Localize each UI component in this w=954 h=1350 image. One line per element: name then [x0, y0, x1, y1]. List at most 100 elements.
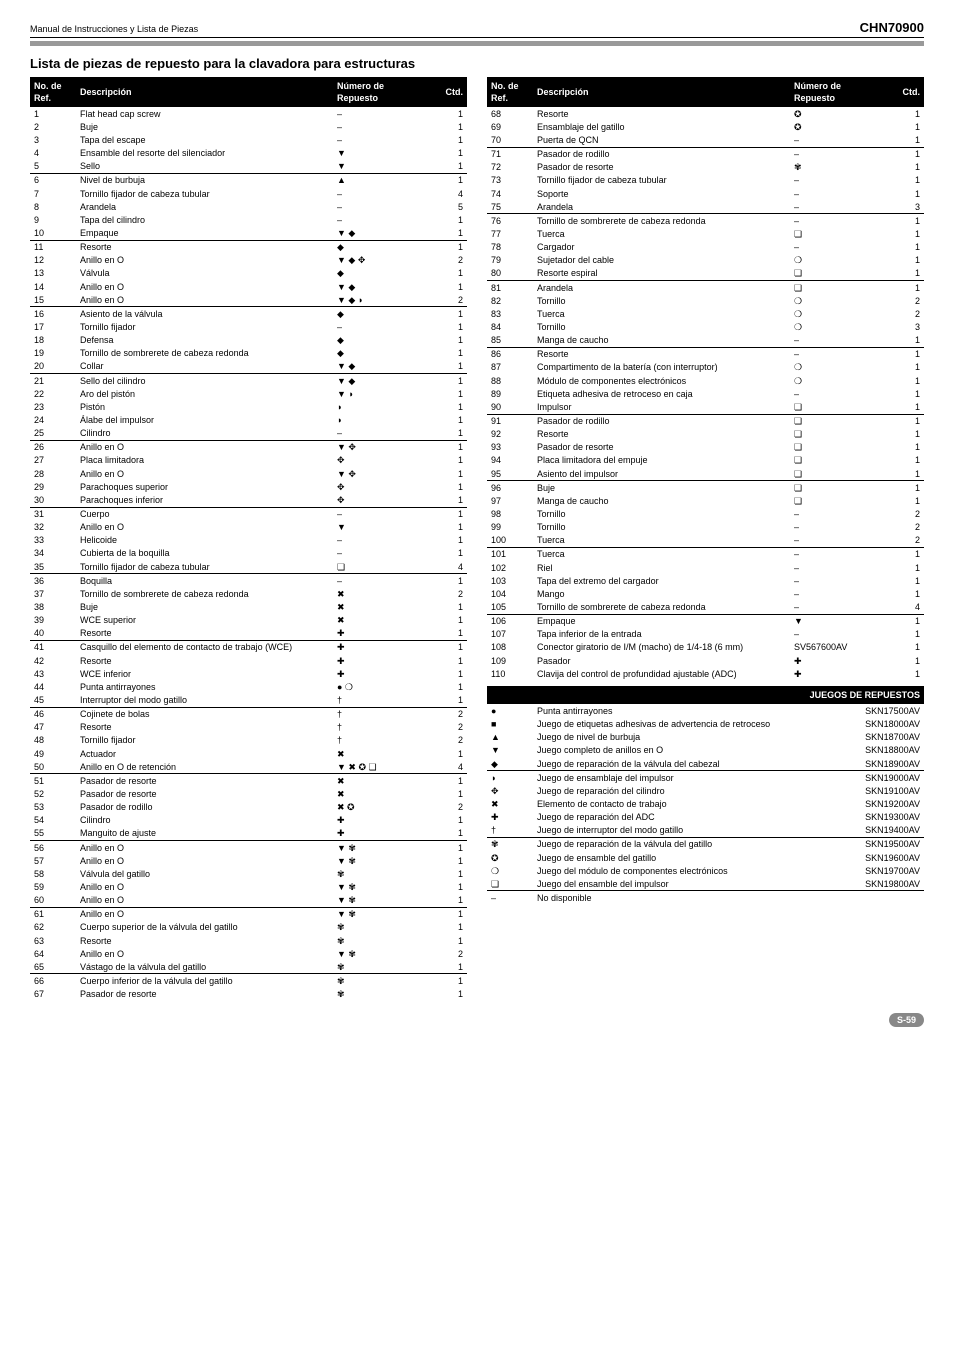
cell-desc: Módulo de componentes electrónicos — [533, 374, 790, 387]
cell-qty: 1 — [888, 481, 924, 495]
cell-ref: ▲ — [487, 731, 533, 744]
cell-desc: Resorte — [76, 627, 333, 641]
cell-desc: Resorte espiral — [533, 267, 790, 281]
cell-rep: ▼ ◆ ◗ — [333, 293, 431, 307]
table-row: 26Anillo en O▼ ✥1 — [30, 440, 467, 454]
cell-rep: ✚ — [333, 667, 431, 680]
cell-ref: ◗ — [487, 771, 533, 785]
cell-qty: 1 — [431, 347, 467, 360]
cell-rep: ❏ — [790, 400, 888, 414]
table-row: 36Boquilla–1 — [30, 574, 467, 588]
cell-qty: 1 — [431, 307, 467, 321]
table-row: ◆Juego de reparación de la válvula del c… — [487, 757, 924, 771]
cell-rep: ▼ ◆ — [333, 360, 431, 374]
col-header-qty: Ctd. — [431, 77, 467, 107]
cell-ref: 94 — [487, 454, 533, 467]
cell-rep: – — [790, 508, 888, 521]
cell-desc: Cargador — [533, 241, 790, 254]
cell-desc: Tornillo fijador de cabeza tubular — [76, 560, 333, 574]
cell-ref: 35 — [30, 560, 76, 574]
cell-qty: 1 — [888, 387, 924, 400]
cell-ref: 16 — [30, 307, 76, 321]
cell-ref: ✚ — [487, 811, 533, 824]
cell-qty: 1 — [431, 480, 467, 493]
cell-rep: ✖ — [333, 774, 431, 788]
cell-qty: 1 — [431, 440, 467, 454]
cell-desc: Anillo en O — [76, 947, 333, 960]
cell-qty: 1 — [888, 467, 924, 481]
col-header-rep: Número de Repuesto — [790, 77, 888, 107]
col-header-desc: Descripción — [76, 77, 333, 107]
table-row: ✚Juego de reparación del ADCSKN19300AV — [487, 811, 924, 824]
table-row: 83Tuerca❍2 — [487, 307, 924, 320]
table-row: 102Riel–1 — [487, 561, 924, 574]
cell-rep: ▼ — [333, 521, 431, 534]
table-row: 56Anillo en O▼ ✾1 — [30, 841, 467, 855]
table-row: –No disponible — [487, 891, 924, 905]
table-row: ❍Juego del módulo de componentes electró… — [487, 864, 924, 877]
cell-desc: Resorte — [533, 428, 790, 441]
cell-ref: 56 — [30, 841, 76, 855]
cell-qty: 1 — [888, 400, 924, 414]
cell-rep: ▼ ✖ ✪ ❏ — [333, 760, 431, 774]
cell-rep: ✚ — [333, 627, 431, 641]
cell-desc: Ensamble del resorte del silenciador — [76, 147, 333, 160]
table-row: 69Ensamblaje del gatillo✪1 — [487, 120, 924, 133]
cell-qty: 2 — [431, 254, 467, 267]
cell-rep: SKN19500AV — [826, 837, 924, 851]
table-row: 105Tornillo de sombrerete de cabeza redo… — [487, 600, 924, 614]
cell-desc: Anillo en O — [76, 440, 333, 454]
cell-ref: 50 — [30, 760, 76, 774]
cell-qty: 2 — [431, 721, 467, 734]
cell-desc: Anillo en O — [76, 521, 333, 534]
cell-desc: Vástago de la válvula del gatillo — [76, 960, 333, 974]
col-header-ref: No. de Ref. — [30, 77, 76, 107]
table-row: 72Pasador de resorte✾1 — [487, 161, 924, 174]
cell-desc: Tornillo fijador de cabeza tubular — [76, 187, 333, 200]
cell-ref: 59 — [30, 880, 76, 893]
cell-qty: 1 — [888, 334, 924, 348]
table-row: 50Anillo en O de retención▼ ✖ ✪ ❏4 — [30, 760, 467, 774]
cell-ref: ✾ — [487, 837, 533, 851]
table-row: 33Helicoide–1 — [30, 534, 467, 547]
cell-qty: 1 — [431, 454, 467, 467]
table-row: 31Cuerpo–1 — [30, 507, 467, 521]
cell-ref: 6 — [30, 173, 76, 187]
cell-qty: 1 — [431, 321, 467, 334]
table-row: 58Válvula del gatillo✾1 — [30, 867, 467, 880]
cell-qty: 1 — [431, 507, 467, 521]
cell-rep: – — [790, 134, 888, 148]
cell-qty: 1 — [431, 227, 467, 241]
table-row: 88Módulo de componentes electrónicos❍1 — [487, 374, 924, 387]
cell-qty: 1 — [431, 160, 467, 174]
cell-qty: 5 — [431, 200, 467, 213]
cell-rep: – — [790, 574, 888, 587]
cell-desc: Pasador de resorte — [76, 774, 333, 788]
cell-desc: Puerta de QCN — [533, 134, 790, 148]
cell-desc: Manga de caucho — [533, 494, 790, 507]
cell-ref: 98 — [487, 508, 533, 521]
cell-desc: Pasador de rodillo — [533, 147, 790, 161]
cell-qty: 2 — [888, 508, 924, 521]
cell-desc: Cuerpo inferior de la válvula del gatill… — [76, 974, 333, 988]
cell-rep: SKN19800AV — [826, 877, 924, 891]
cell-qty: 3 — [888, 321, 924, 334]
cell-ref: 57 — [30, 854, 76, 867]
cell-qty: 1 — [888, 161, 924, 174]
cell-qty: 1 — [431, 854, 467, 867]
cell-desc: Juego del módulo de componentes electrón… — [533, 864, 826, 877]
cell-desc: Anillo en O — [76, 467, 333, 480]
cell-desc: Sujetador del cable — [533, 254, 790, 267]
cell-rep: ✥ — [333, 493, 431, 507]
cell-ref: 97 — [487, 494, 533, 507]
table-row: 92Resorte❏1 — [487, 428, 924, 441]
cell-rep: ✚ — [333, 640, 431, 654]
cell-rep: ▼ ◆ ✥ — [333, 254, 431, 267]
table-row: 18Defensa◆1 — [30, 334, 467, 347]
cell-ref: 54 — [30, 814, 76, 827]
table-row: 68Resorte✪1 — [487, 107, 924, 120]
cell-desc: Tornillo fijador de cabeza tubular — [533, 174, 790, 187]
cell-desc: Actuador — [76, 747, 333, 760]
page-number-badge: S-59 — [889, 1013, 924, 1027]
cell-qty: 1 — [888, 147, 924, 161]
